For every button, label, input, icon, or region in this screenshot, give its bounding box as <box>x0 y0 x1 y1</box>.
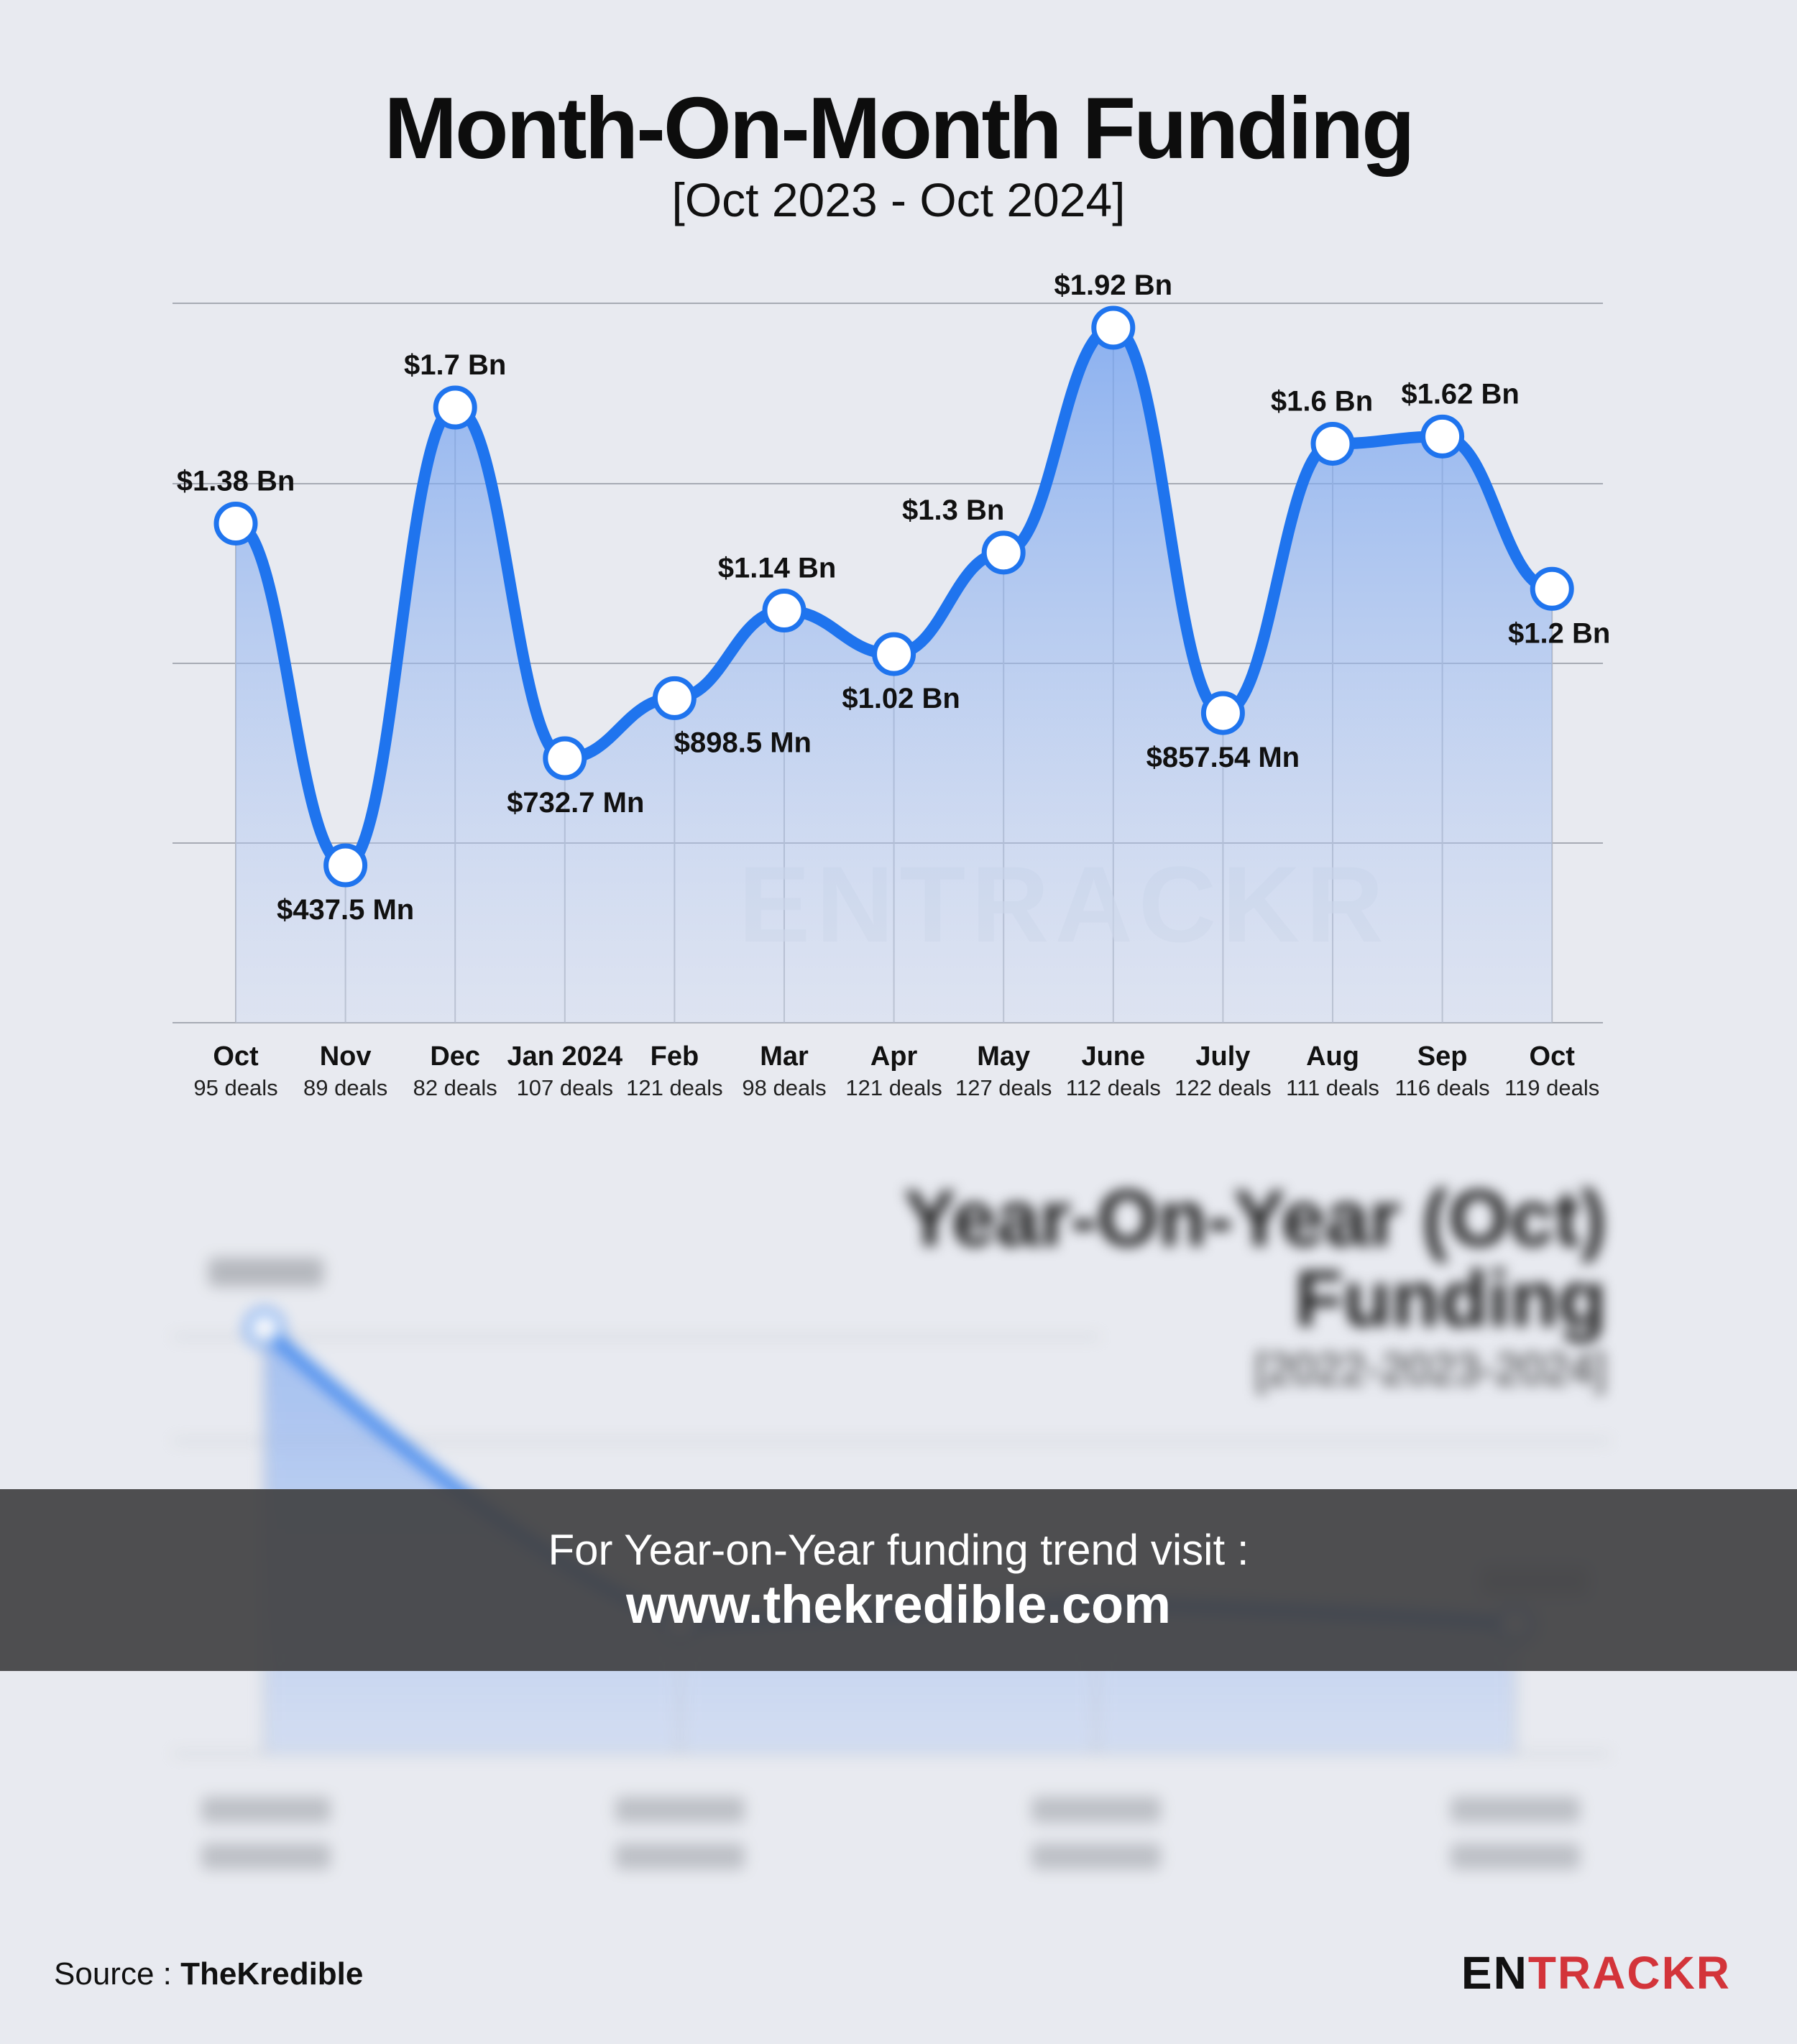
logo-rest: TRACKR <box>1527 1947 1731 1999</box>
x-tick-deals: 82 deals <box>413 1075 497 1100</box>
value-label: $1.38 Bn <box>177 465 295 497</box>
points-layer <box>213 305 1574 888</box>
x-tick-label: Dec <box>430 1041 480 1072</box>
yoy-subtitle: [2022-2023-2024] <box>1254 1345 1607 1394</box>
banner-text: For Year-on-Year funding trend visit : <box>548 1526 1249 1574</box>
x-tick-label: Nov <box>320 1041 372 1072</box>
data-point <box>213 501 258 545</box>
x-tick-label: Feb <box>651 1041 699 1072</box>
page-title: Month-On-Month Funding <box>384 79 1415 177</box>
data-point <box>762 589 806 633</box>
x-tick-label: Jan 2024 <box>507 1041 623 1072</box>
data-point <box>433 385 477 430</box>
x-tick-deals: 95 deals <box>193 1075 277 1100</box>
data-point <box>1420 414 1465 459</box>
yoy-blur-label <box>615 1843 745 1869</box>
x-tick-label: May <box>977 1041 1030 1072</box>
source-credit: Source : TheKredible <box>54 1956 363 1992</box>
x-tick-label: Aug <box>1306 1041 1359 1072</box>
x-tick-deals: 89 deals <box>303 1075 387 1100</box>
x-tick-label: June <box>1081 1041 1145 1072</box>
data-point <box>1200 691 1245 735</box>
value-label: $732.7 Mn <box>507 787 644 819</box>
yoy-title-line1: Year-On-Year (Oct) <box>903 1174 1607 1263</box>
value-label: $1.7 Bn <box>404 349 506 381</box>
x-tick-label: Oct <box>213 1041 259 1072</box>
source-name: TheKredible <box>180 1956 364 1992</box>
logo-en: EN <box>1461 1947 1528 1999</box>
x-tick-deals: 107 deals <box>517 1075 613 1100</box>
x-tick-deals: 112 deals <box>1066 1075 1161 1100</box>
data-point <box>323 843 368 888</box>
x-tick-deals: 98 deals <box>742 1075 826 1100</box>
yoy-blur-label <box>201 1797 331 1823</box>
value-label: $1.6 Bn <box>1271 385 1373 417</box>
value-label: $1.92 Bn <box>1054 270 1173 301</box>
value-label: $437.5 Mn <box>277 894 414 926</box>
x-tick-label: July <box>1195 1041 1250 1072</box>
value-label: $857.54 Mn <box>1146 742 1300 773</box>
page-subtitle: [Oct 2023 - Oct 2024] <box>671 173 1126 226</box>
yoy-blur-label <box>1451 1797 1580 1823</box>
x-tick-deals: 122 deals <box>1175 1075 1271 1100</box>
x-tick-label: Mar <box>760 1041 809 1072</box>
value-label: $1.2 Bn <box>1508 617 1610 649</box>
source-prefix: Source : <box>54 1956 181 1992</box>
value-label: $1.14 Bn <box>718 553 837 584</box>
yoy-banner[interactable]: For Year-on-Year funding trend visit : w… <box>0 1489 1797 1671</box>
data-point <box>981 530 1026 575</box>
mom-funding-chart: ENTRACKR $1.38 Bn$437.5 Mn$1.7 Bn$732.7 … <box>173 270 1611 1100</box>
yoy-title: Year-On-Year (Oct) Funding <box>904 1179 1607 1340</box>
x-tick-deals: 111 deals <box>1286 1075 1379 1100</box>
labels-layer: $1.38 Bn $437.5 Mn $1.7 Bn $732.7 Mn $898.5 … <box>177 270 1611 926</box>
value-label: $1.62 Bn <box>1401 378 1520 410</box>
data-point <box>1310 421 1355 466</box>
yoy-title-line2: Funding <box>1295 1255 1607 1343</box>
yoy-blur-label <box>201 1843 331 1869</box>
data-point <box>1530 566 1574 611</box>
data-point <box>872 632 916 676</box>
banner-link[interactable]: www.thekredible.com <box>626 1575 1171 1634</box>
x-tick-deals: 116 deals <box>1395 1075 1490 1100</box>
x-tick-deals: 119 deals <box>1504 1075 1599 1100</box>
x-tick-deals: 127 deals <box>955 1075 1052 1100</box>
yoy-blur-label <box>208 1258 323 1286</box>
yoy-blur-label <box>1031 1797 1161 1823</box>
yoy-blur-label <box>615 1797 745 1823</box>
data-point <box>1091 305 1136 350</box>
x-tick-label: Sep <box>1417 1041 1468 1072</box>
data-point <box>652 676 697 720</box>
value-label: $1.02 Bn <box>842 683 960 714</box>
x-tick-label: Oct <box>1530 1041 1576 1072</box>
x-tick-deals: 121 deals <box>626 1075 722 1100</box>
yoy-blur-label <box>1031 1843 1161 1869</box>
value-label: $1.3 Bn <box>902 494 1004 526</box>
entrackr-logo: ENTRACKR <box>1461 1946 1731 1999</box>
value-label: $898.5 Mn <box>674 727 812 758</box>
yoy-blur-label <box>1451 1843 1580 1869</box>
x-tick-deals: 121 deals <box>845 1075 942 1100</box>
x-axis: Oct 95 deals Nov 89 deals Dec 82 deals Jan 202… <box>193 1041 1599 1100</box>
x-tick-label: Apr <box>870 1041 918 1072</box>
data-point <box>543 736 587 781</box>
